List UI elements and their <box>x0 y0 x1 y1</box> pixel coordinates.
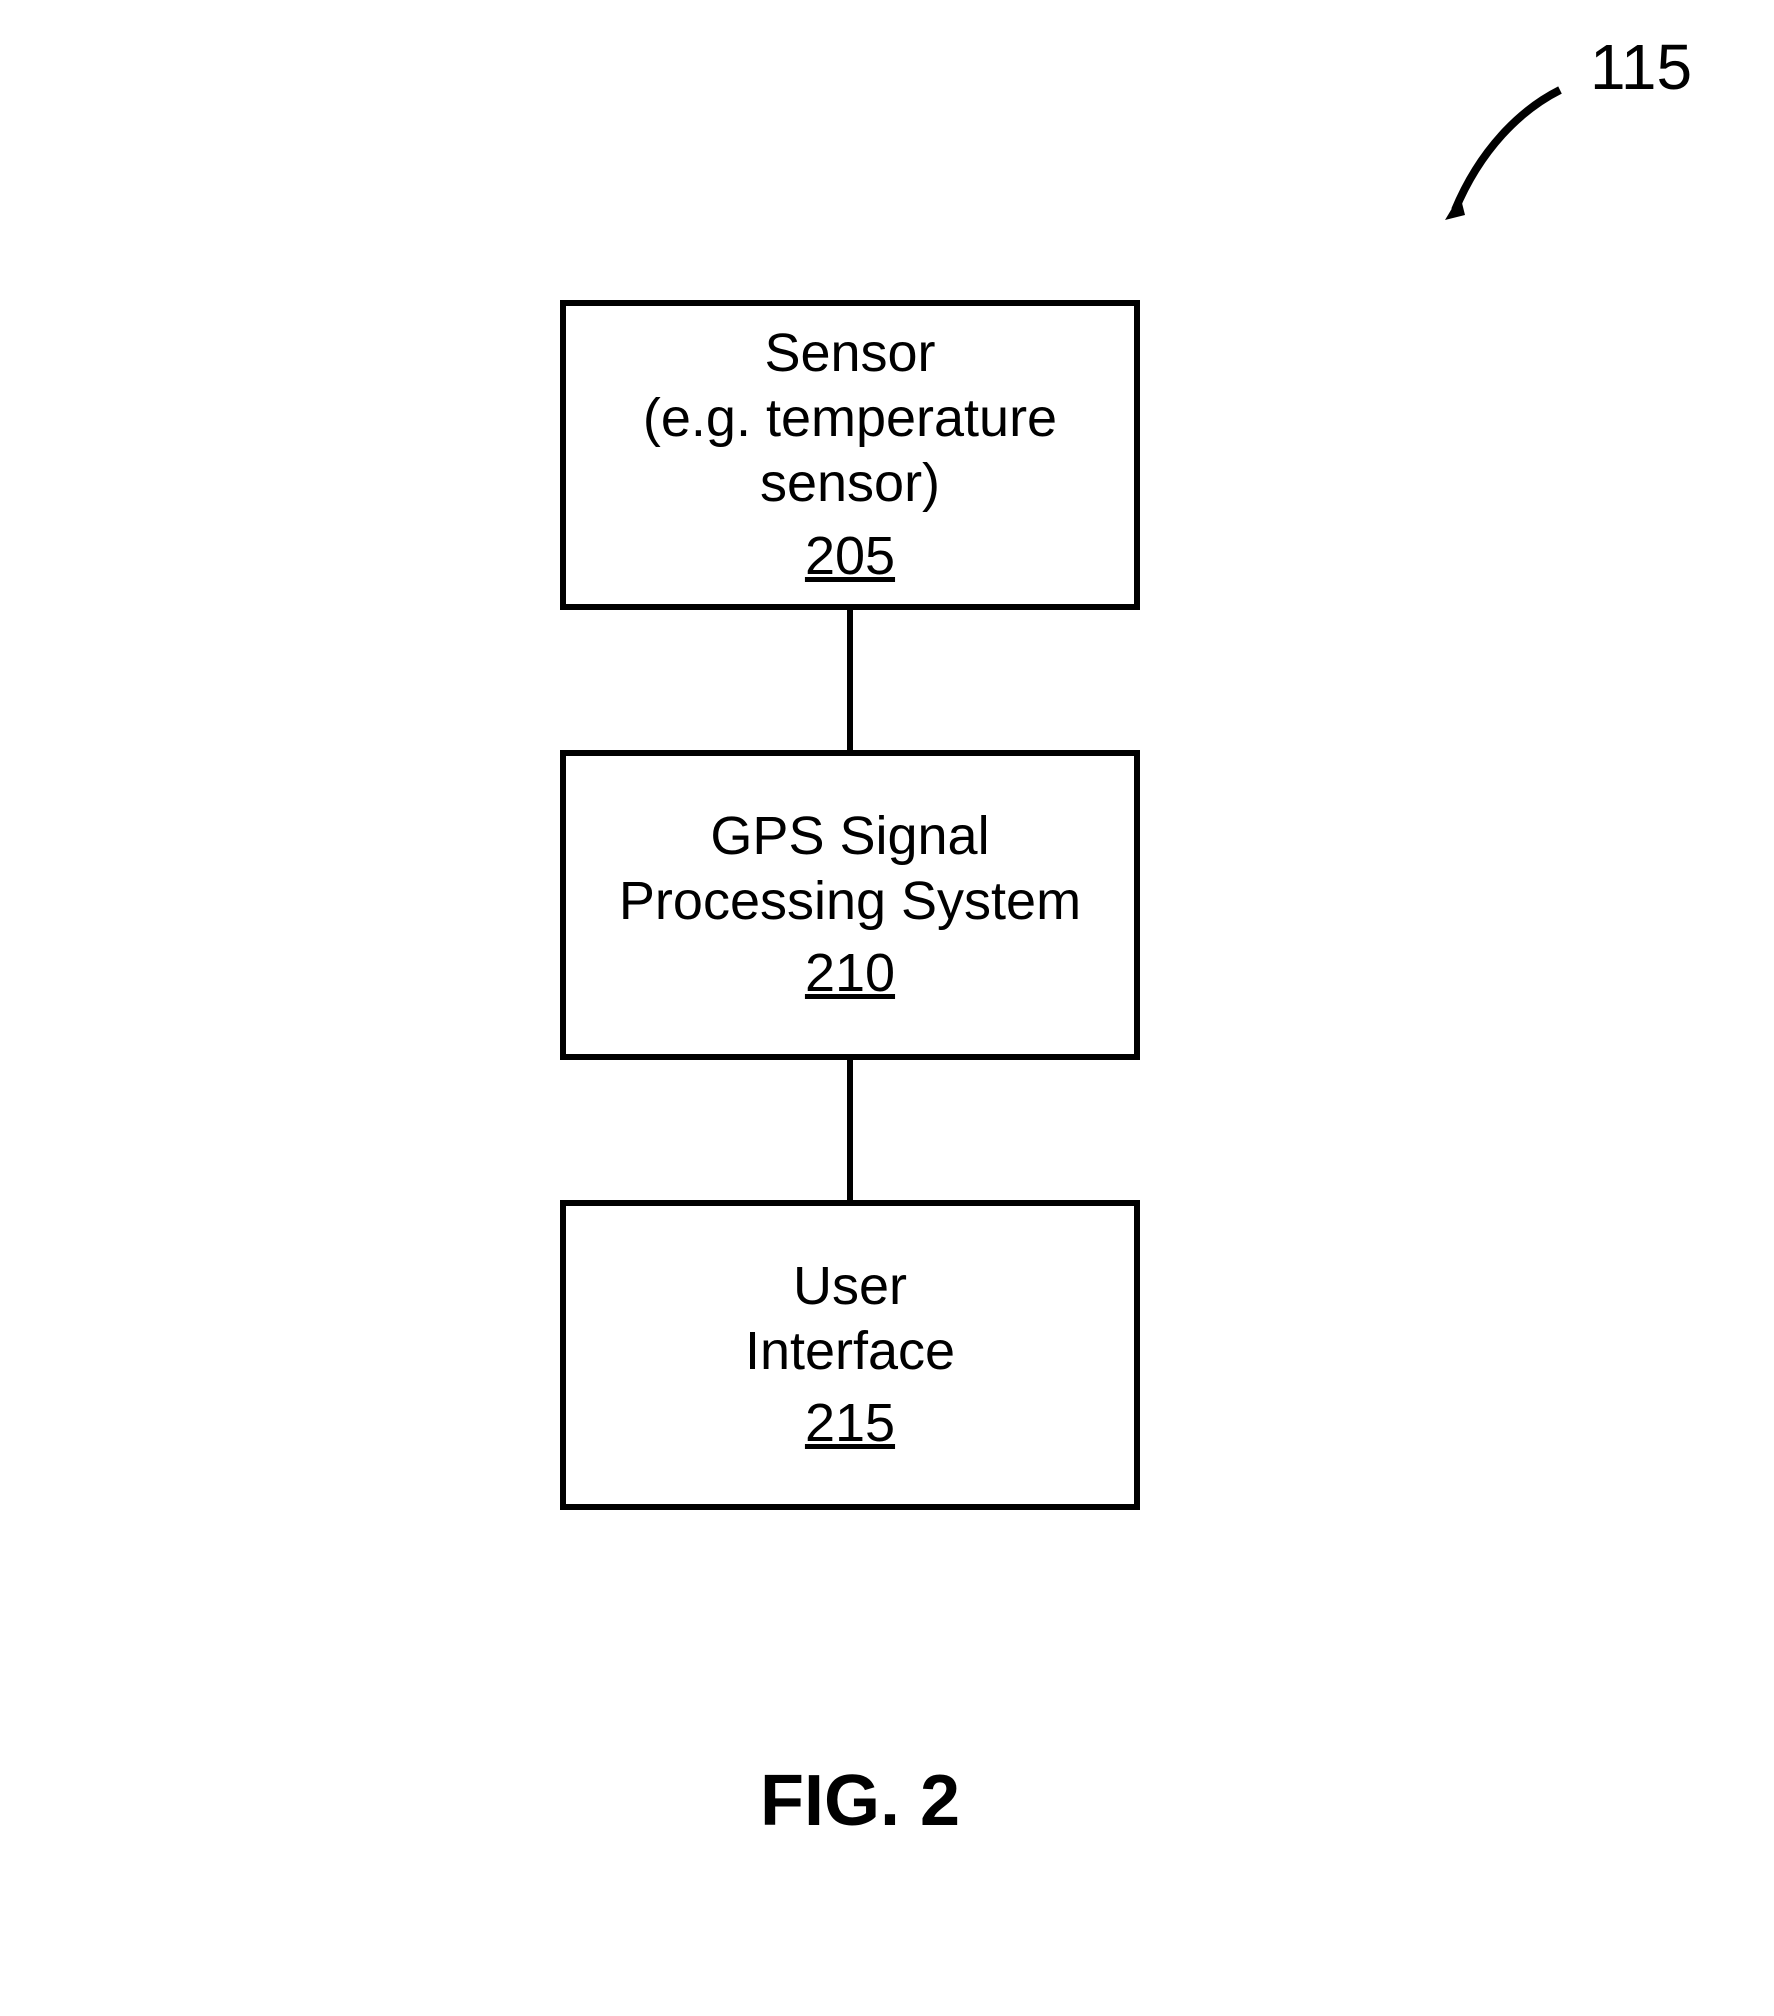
callout-arrow-icon <box>1430 80 1570 230</box>
block-gps: GPS Signal Processing System 210 <box>560 750 1140 1060</box>
block-gps-line2: Processing System <box>619 869 1081 934</box>
connector-sensor-gps <box>847 610 853 750</box>
figure-label: FIG. 2 <box>760 1760 960 1842</box>
callout-number: 115 <box>1590 30 1692 104</box>
block-gps-line1: GPS Signal <box>710 804 989 869</box>
block-sensor-line3: sensor) <box>760 451 940 516</box>
block-ui-line2: Interface <box>745 1319 955 1384</box>
block-sensor-line1: Sensor <box>764 321 935 386</box>
block-ui: User Interface 215 <box>560 1200 1140 1510</box>
block-gps-ref: 210 <box>805 941 895 1006</box>
block-sensor: Sensor (e.g. temperature sensor) 205 <box>560 300 1140 610</box>
block-ui-ref: 215 <box>805 1391 895 1456</box>
block-sensor-line2: (e.g. temperature <box>643 386 1057 451</box>
diagram-canvas: 115 Sensor (e.g. temperature sensor) 205… <box>0 0 1774 2016</box>
block-sensor-ref: 205 <box>805 524 895 589</box>
block-ui-line1: User <box>793 1254 907 1319</box>
connector-gps-ui <box>847 1060 853 1200</box>
